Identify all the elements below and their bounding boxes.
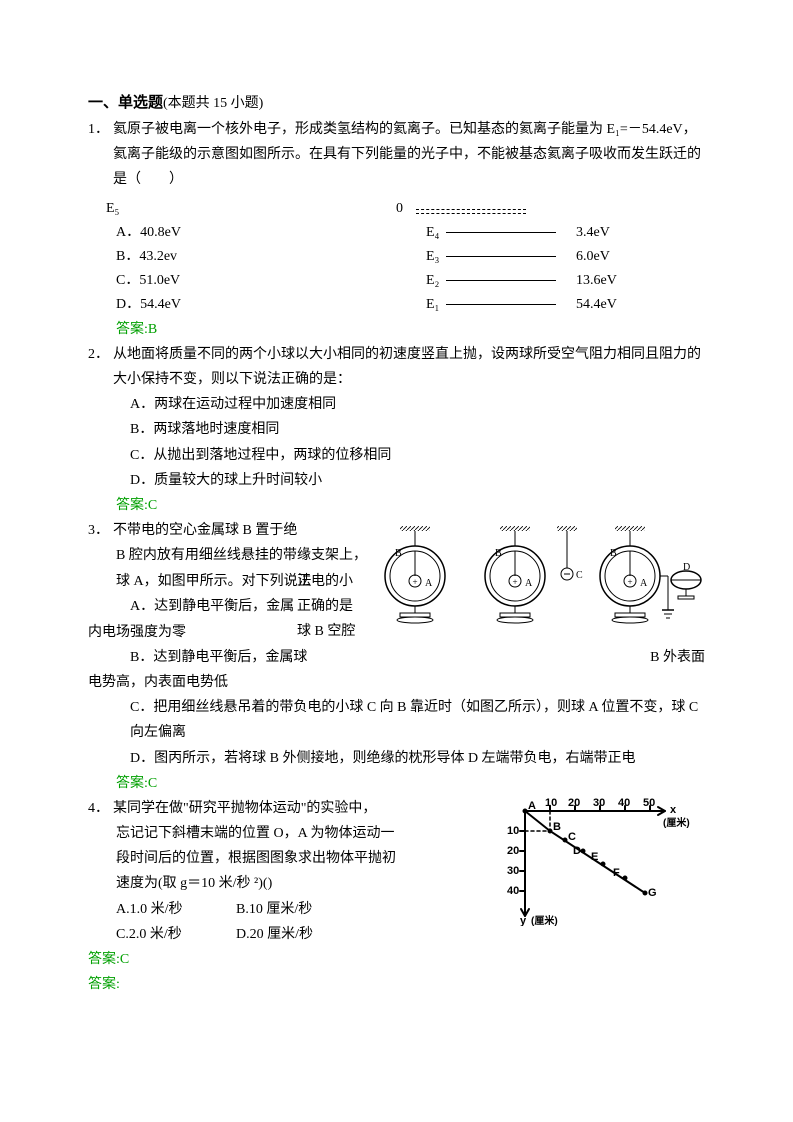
svg-text:30: 30 [593, 797, 605, 809]
q3-optA-right: 球 B 空腔 [297, 619, 367, 644]
q4-opt-c: C.2.0 米/秒 [116, 922, 236, 947]
svg-text:40: 40 [507, 885, 519, 897]
q3-opt-d: D．图丙所示，若将球 B 外侧接地，则绝缘的枕形导体 D 左端带负电，右端带正电 [88, 746, 705, 771]
q1-text: 氦原子被电离一个核外电子，形成类氢结构的氦离子。已知基态的氦离子能量为 E₁=－… [113, 117, 705, 193]
q2-opt-a: A．两球在运动过程中加速度相同 [88, 392, 705, 417]
q3-optB-right: B 外表面 [650, 645, 705, 670]
q4-answer: 答案:C [88, 947, 705, 972]
section-title: 一、单选题 [88, 95, 163, 111]
q1-answer: 答案:B [88, 317, 705, 342]
q3-figure: + A B + A B [375, 518, 705, 638]
q1-number: 1． [88, 117, 109, 142]
q1-opt-d: D．54.4eV [96, 292, 426, 317]
question-3: + A B + A B [88, 518, 705, 796]
e5-value: 0 [396, 196, 416, 221]
e2-value: 13.6eV [556, 268, 656, 293]
q2-opt-d: D．质量较大的球上升时间较小 [88, 468, 705, 493]
e3-value: 6.0eV [556, 244, 656, 269]
svg-text:B: B [495, 548, 502, 559]
svg-text:B: B [553, 821, 561, 833]
q4-line1: 某同学在做"研究平抛物体运动"的实验中， [113, 796, 485, 821]
q3-line1-right: 缘支架上， [297, 543, 367, 568]
svg-text:10: 10 [545, 797, 557, 809]
svg-text:D: D [573, 845, 581, 857]
q2-answer: 答案:C [88, 493, 705, 518]
e1-label: E₁ [426, 292, 446, 317]
question-1: 1． 氦原子被电离一个核外电子，形成类氢结构的氦离子。已知基态的氦离子能量为 E… [88, 117, 705, 342]
svg-text:A: A [425, 578, 433, 589]
e4-value: 3.4eV [556, 220, 656, 245]
svg-text:C: C [568, 831, 576, 843]
svg-text:40: 40 [618, 797, 630, 809]
q4-opt-b: B.10 厘米/秒 [236, 897, 312, 922]
q3-line2-left: B 腔内放有用细丝线悬挂的带 [116, 548, 297, 563]
q2-opt-b: B．两球落地时速度相同 [88, 417, 705, 442]
svg-text:A: A [528, 800, 536, 812]
q3-line3-left: 球 A，如图甲所示。对下列说法 [116, 574, 312, 589]
q3-optB-left: B．达到静电平衡后，金属球 [130, 645, 307, 670]
e5-label: E₅ [96, 196, 416, 221]
q1-opt-a: A．40.8eV [96, 220, 426, 245]
q4-opt-d: D.20 厘米/秒 [236, 922, 313, 947]
e3-label: E₃ [426, 244, 446, 269]
svg-text:G: G [648, 887, 657, 899]
q1-energy-diagram: E₅ 0 A．40.8eV E₄ 3.4eV B．43.2ev E₃ 6.0eV [96, 197, 705, 317]
svg-text:+: + [627, 577, 632, 587]
question-2: 2． 从地面将质量不同的两个小球以大小相同的初速度竖直上抛，设两球所受空气阻力相… [88, 342, 705, 518]
energy-row: C．51.0eV E₂ 13.6eV [96, 269, 705, 293]
svg-text:(厘米): (厘米) [663, 816, 690, 829]
svg-text:50: 50 [643, 797, 655, 809]
question-4: A 10 20 30 40 50 x (厘米) 10 20 30 40 y (厘… [88, 796, 705, 998]
svg-text:20: 20 [507, 845, 519, 857]
svg-text:F: F [613, 867, 620, 879]
svg-text:E: E [591, 851, 598, 863]
q4-opt-a: A.1.0 米/秒 [116, 897, 236, 922]
section-subtitle: (本题共 15 小题) [163, 96, 263, 111]
svg-text:20: 20 [568, 797, 580, 809]
svg-text:A: A [640, 578, 648, 589]
q3-line3-right: 正确的是 [297, 594, 367, 619]
energy-row: B．43.2ev E₃ 6.0eV [96, 245, 705, 269]
q4-figure: A 10 20 30 40 50 x (厘米) 10 20 30 40 y (厘… [495, 796, 695, 926]
e1-value: 54.4eV [556, 292, 656, 317]
svg-text:B: B [395, 548, 402, 559]
q1-opt-b: B．43.2ev [96, 244, 426, 269]
q3-opt-c: C．把用细丝线悬吊着的带负电的小球 C 向 B 靠近时（如图乙所示），则球 A … [88, 695, 705, 745]
svg-text:+: + [412, 577, 417, 587]
energy-row: D．54.4eV E₁ 54.4eV [96, 293, 705, 317]
q3-number: 3． [88, 518, 109, 543]
svg-text:(厘米): (厘米) [531, 914, 558, 926]
q4-number: 4． [88, 796, 109, 821]
q4-answer-2: 答案: [88, 972, 705, 997]
q3-optA-left: A．达到静电平衡后，金属 [130, 599, 294, 614]
svg-text:x: x [670, 804, 677, 816]
svg-text:y: y [520, 915, 527, 926]
q2-number: 2． [88, 342, 109, 367]
svg-text:A: A [525, 578, 533, 589]
q2-text: 从地面将质量不同的两个小球以大小相同的初速度竖直上抛，设两球所受空气阻力相同且阻… [113, 342, 705, 392]
svg-text:+: + [512, 577, 517, 587]
svg-text:30: 30 [507, 865, 519, 877]
svg-text:D: D [683, 562, 690, 573]
energy-row: A．40.8eV E₄ 3.4eV [96, 221, 705, 245]
q2-opt-c: C．从抛出到落地过程中，两球的位移相同 [88, 443, 705, 468]
q3-optB-after: 电势高，内表面电势低 [88, 670, 705, 695]
q1-opt-c: C．51.0eV [96, 268, 426, 293]
section-header: 一、单选题(本题共 15 小题) [88, 90, 705, 117]
q3-answer: 答案:C [88, 771, 705, 796]
svg-text:10: 10 [507, 825, 519, 837]
svg-text:C: C [576, 570, 583, 581]
e4-label: E₄ [426, 220, 446, 245]
q3-line1-left: 不带电的空心金属球 B 置于绝 [113, 518, 297, 543]
svg-text:B: B [610, 548, 617, 559]
e2-label: E₂ [426, 268, 446, 293]
